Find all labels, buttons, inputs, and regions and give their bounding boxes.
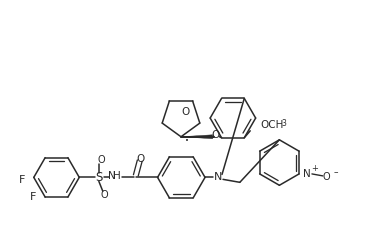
Text: O: O (212, 130, 220, 140)
Text: F: F (30, 192, 36, 202)
Text: N: N (303, 169, 311, 179)
Text: H: H (114, 171, 121, 181)
Text: O: O (323, 172, 331, 182)
Text: S: S (95, 171, 103, 184)
Text: N: N (214, 172, 222, 182)
Text: O: O (97, 154, 105, 165)
Text: •: • (185, 138, 189, 144)
Text: O: O (101, 190, 109, 200)
Text: 3: 3 (282, 119, 287, 128)
Text: N: N (108, 171, 115, 181)
Text: OCH: OCH (260, 120, 283, 130)
Text: O: O (137, 154, 145, 164)
Text: +: + (312, 165, 318, 173)
Text: O: O (181, 107, 190, 117)
Text: –: – (333, 169, 338, 177)
Text: F: F (19, 175, 25, 185)
Polygon shape (181, 135, 213, 139)
